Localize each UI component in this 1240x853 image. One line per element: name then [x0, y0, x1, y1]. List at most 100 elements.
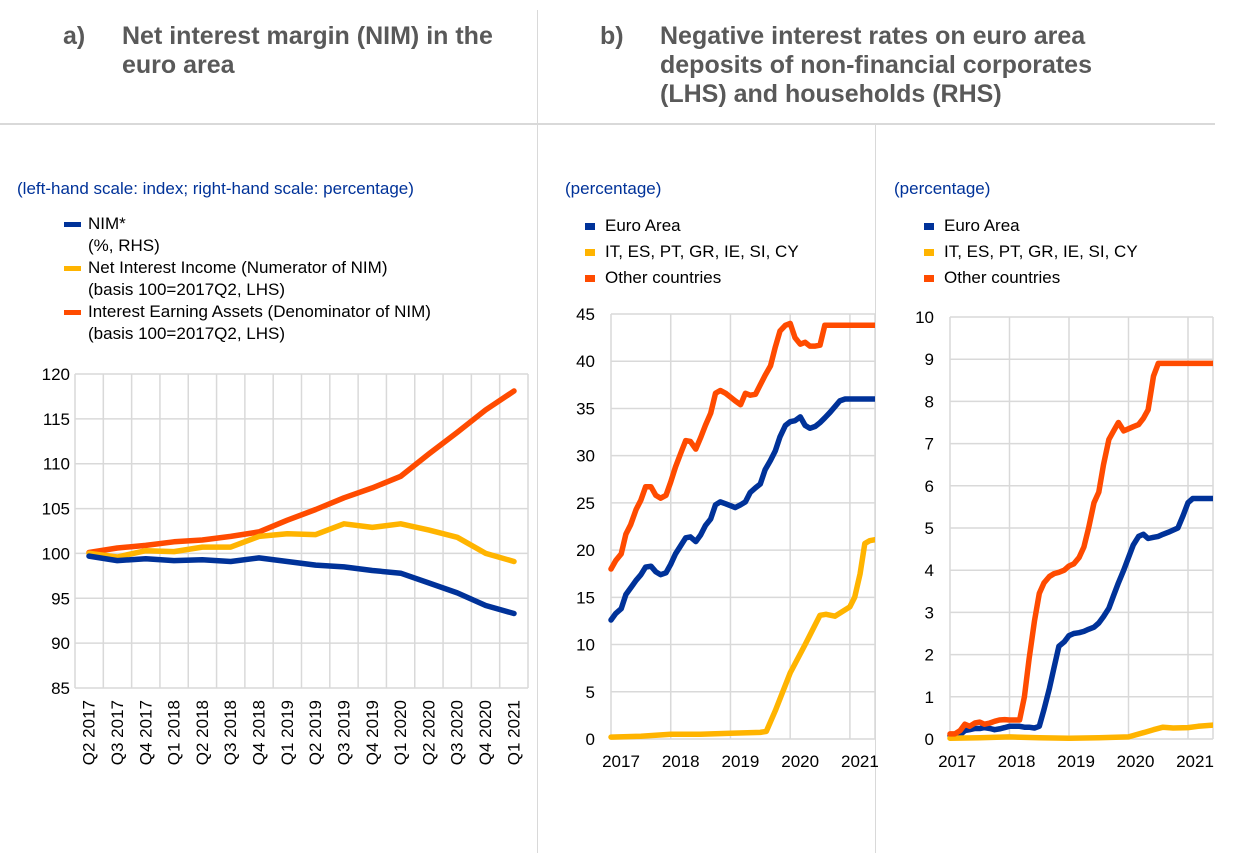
y-tick-label: 0 [586, 730, 595, 749]
x-tick-label: Q3 2017 [108, 700, 127, 765]
x-tick-label: 2017 [602, 752, 640, 771]
legend-label: IT, ES, PT, GR, IE, SI, CY [944, 242, 1138, 261]
x-tick-label: 2019 [1057, 752, 1095, 771]
y-tick-label: 8 [925, 392, 934, 411]
series-line [608, 396, 875, 623]
panel-a-subtitle: (left-hand scale: index; right-hand scal… [17, 179, 414, 198]
series-line [947, 495, 1213, 739]
panel-a-title-line: Net interest margin (NIM) in the [122, 22, 493, 50]
y-tick-label: 40 [576, 352, 595, 371]
legend-item-periphery: IT, ES, PT, GR, IE, SI, CY [920, 239, 1230, 265]
legend-swatch-nim [64, 222, 81, 227]
x-tick-label: Q2 2019 [306, 700, 325, 765]
x-tick-label: Q3 2020 [448, 700, 467, 765]
legend-sublabel: (%, RHS) [88, 236, 160, 255]
legend-label: Net Interest Income (Numerator of NIM) [88, 258, 388, 277]
y-tick-label: 85 [51, 679, 70, 698]
panel-a-legend: NIM* (%, RHS) Net Interest Income (Numer… [64, 213, 534, 345]
series-line [86, 521, 517, 565]
x-tick-label: 2018 [998, 752, 1036, 771]
series-line [608, 536, 875, 740]
y-tick-label: 1 [925, 688, 934, 707]
x-tick-label: Q4 2020 [476, 700, 495, 765]
y-tick-label: 115 [43, 410, 70, 429]
legend-label: NIM* [88, 214, 126, 233]
x-tick-label: Q2 2020 [419, 700, 438, 765]
x-tick-label: 2021 [1176, 752, 1214, 771]
x-tick-label: Q4 2019 [363, 700, 382, 765]
y-tick-label: 100 [42, 544, 70, 563]
x-tick-label: Q3 2019 [334, 700, 353, 765]
y-tick-label: 105 [42, 500, 70, 519]
y-tick-label: 110 [43, 455, 70, 474]
x-tick-label: Q1 2019 [278, 700, 297, 765]
y-tick-label: 20 [576, 541, 595, 560]
panel-a-title-line: euro area [122, 51, 235, 79]
legend-item-nim: NIM* (%, RHS) [64, 213, 534, 257]
x-tick-label: Q1 2020 [391, 700, 410, 765]
legend-label: Interest Earning Assets (Denominator of … [88, 302, 431, 321]
panel-b-title-line: (LHS) and households (RHS) [660, 80, 1002, 108]
y-tick-label: 15 [576, 588, 595, 607]
y-tick-label: 7 [925, 435, 934, 454]
x-tick-label: 2019 [722, 752, 760, 771]
panel-b-right-legend: Euro Area IT, ES, PT, GR, IE, SI, CY Oth… [920, 213, 1230, 291]
panel-b-left-subtitle: (percentage) [565, 179, 662, 198]
x-tick-label: 2018 [662, 752, 700, 771]
legend-swatch-euro-area [585, 223, 595, 230]
panel-b-title-line: Negative interest rates on euro area [660, 22, 1086, 50]
panel-b-right-subtitle: (percentage) [894, 179, 991, 198]
legend-swatch-periphery [585, 249, 595, 256]
y-tick-label: 6 [925, 477, 934, 496]
legend-swatch-net-interest-income [64, 266, 81, 271]
legend-sublabel: (basis 100=2017Q2, LHS) [88, 324, 286, 343]
series-line [947, 360, 1213, 737]
legend-item-net-interest-income: Net Interest Income (Numerator of NIM) (… [64, 257, 534, 301]
top-divider [0, 123, 1215, 125]
legend-label: Euro Area [944, 216, 1020, 235]
legend-item-euro-area: Euro Area [581, 213, 871, 239]
series-line [947, 722, 1213, 741]
y-tick-label: 5 [586, 683, 595, 702]
legend-item-interest-earning-assets: Interest Earning Assets (Denominator of … [64, 301, 534, 345]
y-tick-label: 25 [576, 494, 595, 513]
panel-a-letter: a) [63, 22, 86, 50]
y-tick-label: 5 [925, 519, 934, 538]
x-tick-label: Q4 2017 [136, 700, 155, 765]
x-tick-label: 2017 [938, 752, 976, 771]
panel-b-title-line: deposits of non-financial corporates [660, 51, 1092, 79]
y-tick-label: 95 [51, 589, 70, 608]
legend-swatch-other-countries [924, 275, 934, 282]
y-tick-label: 45 [576, 305, 595, 324]
panel-divider [537, 10, 538, 853]
legend-swatch-other-countries [585, 275, 595, 282]
series-line [86, 553, 517, 617]
y-tick-label: 120 [42, 365, 70, 384]
legend-item-other-countries: Other countries [920, 265, 1230, 291]
legend-swatch-interest-earning-assets [64, 310, 81, 315]
legend-label: Other countries [944, 268, 1061, 287]
y-tick-label: 9 [925, 350, 934, 369]
y-tick-label: 90 [51, 634, 70, 653]
legend-label: IT, ES, PT, GR, IE, SI, CY [605, 242, 799, 261]
x-tick-label: Q1 2018 [165, 700, 184, 765]
x-tick-label: 2021 [841, 752, 879, 771]
legend-swatch-euro-area [924, 223, 934, 230]
x-tick-label: Q3 2018 [221, 700, 240, 765]
panel-b-left-legend: Euro Area IT, ES, PT, GR, IE, SI, CY Oth… [581, 213, 871, 291]
legend-item-periphery: IT, ES, PT, GR, IE, SI, CY [581, 239, 871, 265]
x-tick-label: Q1 2021 [504, 700, 523, 765]
x-tick-label: 2020 [781, 752, 819, 771]
x-tick-label: Q2 2018 [193, 700, 212, 765]
legend-item-euro-area: Euro Area [920, 213, 1230, 239]
y-tick-label: 0 [925, 730, 934, 749]
y-tick-label: 4 [925, 561, 934, 580]
y-tick-label: 3 [925, 603, 934, 622]
legend-item-other-countries: Other countries [581, 265, 871, 291]
panel-b-letter: b) [600, 22, 624, 50]
y-tick-label: 10 [915, 308, 934, 327]
series-line [608, 320, 875, 572]
legend-sublabel: (basis 100=2017Q2, LHS) [88, 280, 286, 299]
legend-label: Euro Area [605, 216, 681, 235]
